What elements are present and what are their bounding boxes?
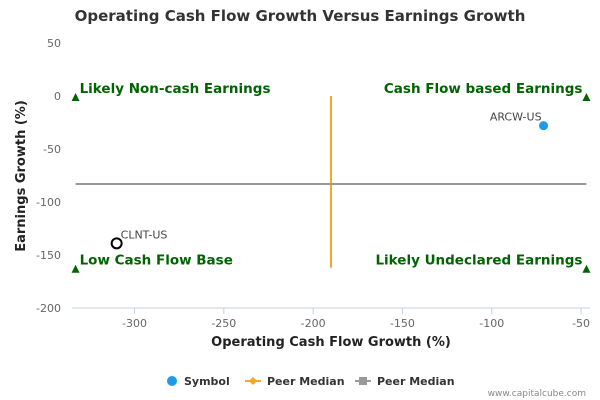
quadrant-label-top-left: Likely Non-cash Earnings [80, 81, 271, 97]
quadrant-label-bottom-left: Low Cash Flow Base [80, 253, 233, 269]
quadrant-marker-bottom-left [71, 264, 80, 273]
y-tick-label: 50 [47, 37, 61, 50]
quadrant-marker-top-left [71, 93, 80, 101]
quadrant-marker-top-right [582, 93, 591, 101]
y-tick-label: -50 [43, 143, 61, 156]
x-axis-title: Operating Cash Flow Growth (%) [211, 335, 451, 350]
x-tick-label: -150 [390, 317, 415, 330]
y-tick-label: -150 [36, 249, 61, 262]
x-tick-label: -200 [301, 317, 326, 330]
legend-item-3[interactable]: Peer Median [355, 375, 455, 388]
y-tick-label: 0 [54, 90, 61, 103]
legend-item-1[interactable]: Symbol [167, 375, 230, 388]
credit-text: www.capitalcube.com [488, 389, 586, 399]
legend-item-2[interactable]: Peer Median [245, 375, 345, 388]
legend-square-marker [359, 377, 367, 385]
x-tick-label: -100 [479, 317, 504, 330]
legend-diamond-marker [249, 377, 257, 385]
quadrant-label-bottom-right: Likely Undeclared Earnings [375, 253, 582, 269]
y-tick-label: -100 [36, 196, 61, 209]
data-point-clnt-us [110, 237, 123, 250]
legend[interactable]: Symbol Peer Median Peer Median [167, 375, 455, 388]
chart-title: Operating Cash Flow Growth Versus Earnin… [75, 7, 526, 25]
quadrant-marker-bottom-right [582, 264, 591, 273]
quadrant-label-top-right: Cash Flow based Earnings [384, 81, 583, 97]
legend-symbol-marker [167, 376, 177, 386]
x-tick-label: -250 [211, 317, 236, 330]
data-label-arcw-us: ARCW-US [490, 111, 542, 124]
data-label-clnt-us: CLNT-US [121, 228, 168, 241]
x-tick-label: -300 [122, 317, 147, 330]
legend-label: Symbol [184, 375, 230, 388]
y-tick-label: -200 [36, 302, 61, 315]
plot-area: -300 -250 -200 -150 -100 -50 50 0 -50 -100 -150 -20… [36, 37, 591, 330]
data-point-arcw-us [538, 120, 550, 132]
legend-label: Peer Median [267, 375, 345, 388]
y-axis-title: Earnings Growth (%) [14, 100, 29, 252]
legend-label: Peer Median [377, 375, 455, 388]
x-tick-label: -50 [572, 317, 590, 330]
